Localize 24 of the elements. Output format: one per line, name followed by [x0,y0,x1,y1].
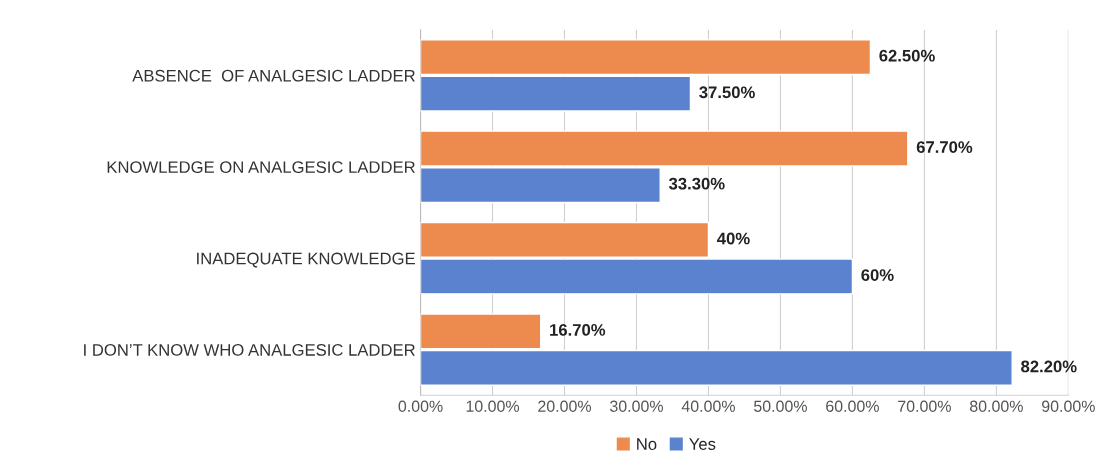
x-tick-label: 70.00% [898,400,951,412]
data-label: 16.70% [550,324,606,336]
legend-label: No [637,438,657,450]
y-tick-label: KNOWLEDGE ON ANALGESIC LADDER [107,161,415,174]
x-tick-label: 50.00% [753,400,807,412]
y-tick-label: I DON’T KNOW WHO ANALGESIC LADDER [84,344,415,356]
data-label: 60% [861,269,894,281]
x-tick-label: 0.00% [398,400,443,412]
x-tick-label: 40.00% [681,400,735,412]
y-tick-label: INADEQUATE KNOWLEDGE [197,252,415,268]
x-tick-label: 90.00% [1042,400,1095,412]
data-label: 62.50% [879,49,935,62]
legend-label: Yes [689,438,716,450]
x-tick-label: 30.00% [610,400,663,412]
data-label: 82.20% [1021,360,1077,373]
data-label: 67.70% [916,141,973,153]
x-tick-label: 10.00% [466,400,520,412]
y-tick-label: ABSENCE OF ANALGESIC LADDER [132,69,415,82]
data-label: 37.50% [699,86,755,99]
x-tick-label: 80.00% [969,400,1023,412]
x-tick-label: 60.00% [826,400,879,412]
x-tick-label: 20.00% [538,400,592,412]
data-label: 40% [717,232,750,245]
data-label: 33.30% [668,177,725,190]
